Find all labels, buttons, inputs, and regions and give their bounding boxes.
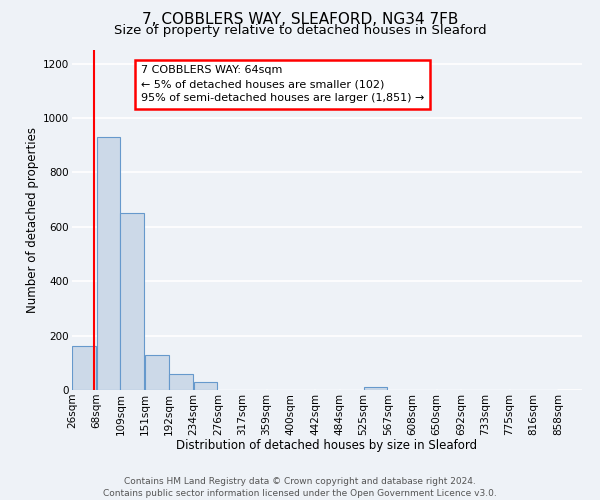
X-axis label: Distribution of detached houses by size in Sleaford: Distribution of detached houses by size … bbox=[176, 439, 478, 452]
Bar bbox=[169, 374, 193, 390]
Bar bbox=[121, 213, 145, 390]
Bar bbox=[97, 137, 121, 390]
Bar bbox=[364, 388, 388, 390]
Bar bbox=[194, 382, 217, 390]
Text: Size of property relative to detached houses in Sleaford: Size of property relative to detached ho… bbox=[113, 24, 487, 37]
Text: 7, COBBLERS WAY, SLEAFORD, NG34 7FB: 7, COBBLERS WAY, SLEAFORD, NG34 7FB bbox=[142, 12, 458, 28]
Y-axis label: Number of detached properties: Number of detached properties bbox=[26, 127, 39, 313]
Text: 7 COBBLERS WAY: 64sqm
← 5% of detached houses are smaller (102)
95% of semi-deta: 7 COBBLERS WAY: 64sqm ← 5% of detached h… bbox=[141, 66, 424, 104]
Text: Contains HM Land Registry data © Crown copyright and database right 2024.
Contai: Contains HM Land Registry data © Crown c… bbox=[103, 476, 497, 498]
Bar bbox=[145, 354, 169, 390]
Bar bbox=[72, 346, 96, 390]
